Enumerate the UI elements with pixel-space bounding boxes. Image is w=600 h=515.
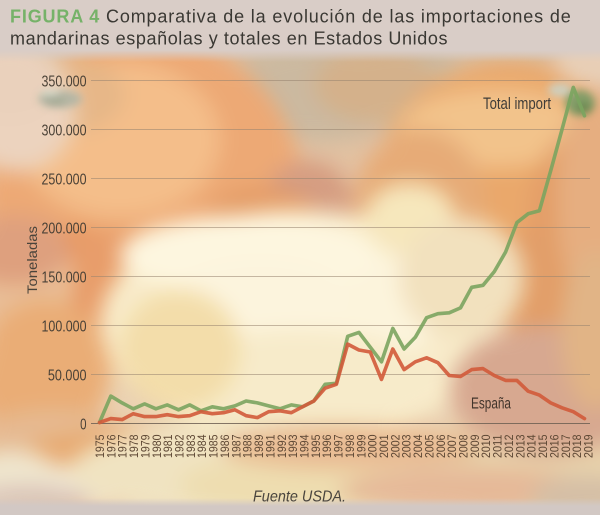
svg-text:1980: 1980 xyxy=(152,435,164,459)
svg-text:2005: 2005 xyxy=(424,435,436,459)
svg-text:1989: 1989 xyxy=(254,435,266,459)
svg-text:100.000: 100.000 xyxy=(42,319,87,336)
svg-text:1997: 1997 xyxy=(334,435,346,459)
svg-text:1991: 1991 xyxy=(265,435,277,459)
svg-text:2015: 2015 xyxy=(538,435,550,459)
svg-text:1978: 1978 xyxy=(129,435,141,459)
svg-text:0: 0 xyxy=(80,417,86,434)
svg-text:2007: 2007 xyxy=(447,435,459,459)
svg-text:2017: 2017 xyxy=(561,435,573,459)
svg-text:Total import: Total import xyxy=(483,94,551,113)
svg-text:1985: 1985 xyxy=(209,435,221,459)
svg-text:1993: 1993 xyxy=(288,435,300,459)
svg-text:2002: 2002 xyxy=(390,435,402,459)
svg-text:1983: 1983 xyxy=(186,435,198,459)
svg-text:Fuente USDA.: Fuente USDA. xyxy=(253,489,346,506)
svg-text:1994: 1994 xyxy=(300,434,312,458)
svg-text:2018: 2018 xyxy=(572,435,584,459)
svg-text:FIGURA 4 Comparativa de la evo: FIGURA 4 Comparativa de la evolución de … xyxy=(10,7,572,27)
svg-text:2003: 2003 xyxy=(402,435,414,459)
svg-text:Toneladas: Toneladas xyxy=(25,226,40,294)
svg-text:mandarinas españolas y totales: mandarinas españolas y totales en Estado… xyxy=(10,29,448,49)
svg-text:1979: 1979 xyxy=(140,435,152,459)
svg-text:1976: 1976 xyxy=(106,435,118,459)
svg-text:1998: 1998 xyxy=(345,435,357,459)
svg-text:1987: 1987 xyxy=(231,435,243,459)
svg-text:España: España xyxy=(471,396,511,413)
svg-text:2000: 2000 xyxy=(368,435,380,459)
svg-text:1977: 1977 xyxy=(118,435,130,459)
svg-text:1992: 1992 xyxy=(277,435,289,459)
svg-text:2010: 2010 xyxy=(481,435,493,459)
svg-text:1984: 1984 xyxy=(197,434,209,458)
svg-text:1995: 1995 xyxy=(311,435,323,459)
svg-text:1999: 1999 xyxy=(356,435,368,459)
svg-text:2016: 2016 xyxy=(549,435,561,459)
svg-text:1986: 1986 xyxy=(220,435,232,459)
svg-text:2009: 2009 xyxy=(470,435,482,459)
svg-text:2011: 2011 xyxy=(493,435,505,459)
svg-text:2004: 2004 xyxy=(413,434,425,458)
svg-text:2013: 2013 xyxy=(515,435,527,459)
svg-text:1996: 1996 xyxy=(322,435,334,459)
svg-text:1975: 1975 xyxy=(95,435,107,459)
svg-text:50.000: 50.000 xyxy=(48,368,87,385)
svg-text:2014: 2014 xyxy=(527,434,539,458)
svg-text:150.000: 150.000 xyxy=(42,270,87,287)
svg-text:2008: 2008 xyxy=(459,435,471,459)
svg-text:1988: 1988 xyxy=(243,435,255,459)
svg-text:2012: 2012 xyxy=(504,435,516,459)
svg-text:300.000: 300.000 xyxy=(42,123,87,140)
svg-text:350.000: 350.000 xyxy=(42,74,87,91)
svg-text:250.000: 250.000 xyxy=(42,172,87,189)
svg-text:2019: 2019 xyxy=(584,435,596,459)
svg-text:200.000: 200.000 xyxy=(42,221,87,238)
svg-text:2001: 2001 xyxy=(379,435,391,459)
svg-text:2006: 2006 xyxy=(436,435,448,459)
svg-text:1981: 1981 xyxy=(163,435,175,459)
svg-text:1982: 1982 xyxy=(175,435,187,459)
